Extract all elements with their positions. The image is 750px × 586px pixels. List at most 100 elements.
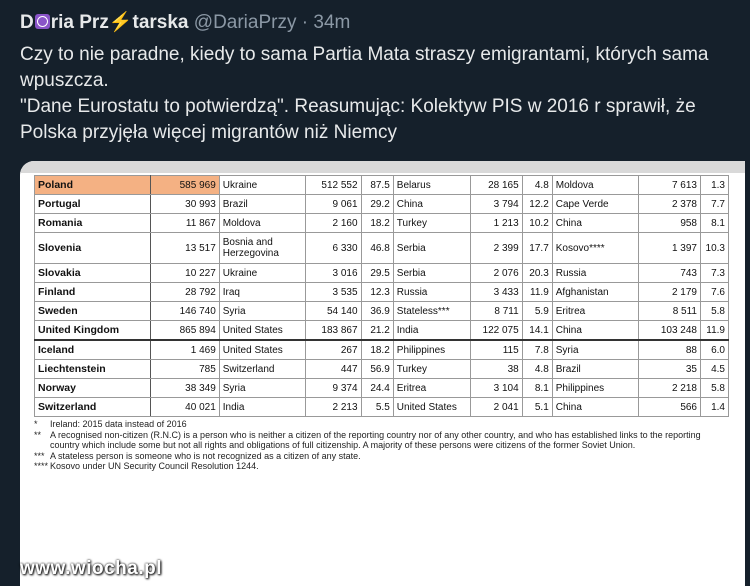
origin-3-cell: Brazil bbox=[551, 359, 639, 379]
count-3-cell: 8 511 bbox=[637, 301, 702, 321]
count-2-cell: 3 104 bbox=[470, 378, 523, 398]
footnote-mark: ** bbox=[34, 429, 42, 440]
origin-2-cell: Serbia bbox=[392, 232, 472, 264]
count-3-cell: 743 bbox=[637, 263, 702, 283]
footnote-mark: **** bbox=[34, 461, 49, 471]
footnote-text: Kosovo under UN Security Council Resolut… bbox=[50, 461, 259, 471]
country-cell: Iceland bbox=[33, 339, 152, 360]
pct-3-cell: 4.5 bbox=[700, 359, 729, 379]
pct-2-cell: 14.1 bbox=[521, 320, 553, 341]
origin-1-cell: Syria bbox=[218, 378, 306, 398]
count-1-cell: 183 867 bbox=[304, 320, 362, 341]
count-2-cell: 2 399 bbox=[470, 232, 523, 264]
pct-2-cell: 7.8 bbox=[521, 339, 553, 360]
separator-dot: · bbox=[301, 12, 309, 33]
footnote: ** A recognised non-citizen (R.N.C) is a … bbox=[34, 430, 724, 451]
origin-2-cell: Belarus bbox=[392, 175, 472, 195]
pct-3-cell: 6.0 bbox=[700, 339, 729, 360]
table-row: Sweden 146 740 Syria 54 140 36.9 Stateless***… bbox=[33, 301, 729, 321]
pct-2-cell: 8.1 bbox=[521, 378, 553, 398]
origin-1-cell: Iraq bbox=[218, 282, 306, 302]
origin-3-cell: Philippines bbox=[551, 378, 639, 398]
total-cell: 40 021 bbox=[150, 397, 220, 417]
table-row: Romania 11 867 Moldova 2 160 18.2 Turkey 1 213… bbox=[33, 213, 729, 233]
count-1-cell: 54 140 bbox=[304, 301, 362, 321]
count-2-cell: 115 bbox=[470, 339, 523, 360]
pct-3-cell: 5.8 bbox=[700, 378, 729, 398]
pct-3-cell: 7.6 bbox=[700, 282, 729, 302]
total-cell: 13 517 bbox=[150, 232, 220, 264]
footnote-text: A stateless person is someone who is not… bbox=[50, 450, 361, 461]
origin-3-cell: Kosovo**** bbox=[551, 232, 639, 264]
country-cell: Sweden bbox=[33, 301, 152, 321]
origin-3-cell: Eritrea bbox=[551, 301, 639, 321]
migration-table: Poland 585 969 Ukraine 512 552 87.5 Belarus 28… bbox=[33, 175, 729, 417]
count-2-cell: 2 041 bbox=[470, 397, 523, 417]
count-1-cell: 9 061 bbox=[304, 194, 362, 214]
country-cell: Liechtenstein bbox=[33, 359, 152, 379]
count-1-cell: 267 bbox=[304, 339, 362, 360]
footnote: **** Kosovo under UN Security Council Res… bbox=[34, 461, 724, 472]
tweet-image[interactable]: Poland 585 969 Ukraine 512 552 87.5 Belarus 28… bbox=[20, 161, 745, 586]
count-3-cell: 1 397 bbox=[637, 232, 702, 264]
pct-3-cell: 10.3 bbox=[700, 232, 729, 264]
count-3-cell: 88 bbox=[637, 339, 702, 360]
table-row: Liechtenstein 785 Switzerland 447 56.9 Turkey… bbox=[33, 359, 729, 379]
table-row: Iceland 1 469 United States 267 18.2 Philippi… bbox=[33, 339, 729, 360]
total-cell: 146 740 bbox=[150, 301, 220, 321]
count-1-cell: 6 330 bbox=[304, 232, 362, 264]
timestamp[interactable]: 34m bbox=[313, 12, 351, 33]
pct-1-cell: 87.5 bbox=[360, 175, 394, 195]
pct-1-cell: 36.9 bbox=[360, 301, 394, 321]
pct-1-cell: 21.2 bbox=[360, 320, 394, 341]
count-1-cell: 3 535 bbox=[304, 282, 362, 302]
count-2-cell: 38 bbox=[470, 359, 523, 379]
pct-2-cell: 10.2 bbox=[521, 213, 553, 233]
origin-3-cell: China bbox=[551, 213, 639, 233]
cropped-header-strip bbox=[20, 161, 745, 173]
pct-1-cell: 18.2 bbox=[360, 213, 394, 233]
country-cell: Slovakia bbox=[33, 263, 152, 283]
total-cell: 30 993 bbox=[150, 194, 220, 214]
count-3-cell: 2 378 bbox=[637, 194, 702, 214]
pct-2-cell: 4.8 bbox=[521, 175, 553, 195]
pct-1-cell: 46.8 bbox=[360, 232, 394, 264]
origin-3-cell: China bbox=[551, 397, 639, 417]
count-1-cell: 512 552 bbox=[304, 175, 362, 195]
total-cell: 11 867 bbox=[150, 213, 220, 233]
pct-1-cell: 29.2 bbox=[360, 194, 394, 214]
table-footnotes: * Ireland: 2015 data instead of 2016 ** A r… bbox=[34, 419, 724, 472]
footnote-text: A recognised non-citizen (R.N.C) is a pe… bbox=[50, 429, 701, 451]
origin-1-cell: Moldova bbox=[218, 213, 306, 233]
peace-symbol-icon bbox=[34, 14, 50, 29]
tweet-line: Czy to nie paradne, kiedy to sama Partia… bbox=[20, 44, 709, 91]
pct-1-cell: 18.2 bbox=[360, 339, 394, 360]
count-3-cell: 566 bbox=[637, 397, 702, 417]
pct-2-cell: 4.8 bbox=[521, 359, 553, 379]
origin-1-cell: United States bbox=[218, 320, 306, 341]
pct-1-cell: 12.3 bbox=[360, 282, 394, 302]
table-row: Poland 585 969 Ukraine 512 552 87.5 Belarus 28… bbox=[33, 175, 729, 195]
count-1-cell: 2 213 bbox=[304, 397, 362, 417]
pct-3-cell: 11.9 bbox=[700, 320, 729, 341]
watermark: www.wiocha.pl bbox=[20, 558, 162, 579]
count-1-cell: 2 160 bbox=[304, 213, 362, 233]
footnote-text: Ireland: 2015 data instead of 2016 bbox=[50, 419, 187, 429]
footnote-mark: * bbox=[34, 419, 38, 429]
origin-1-cell: Ukraine bbox=[218, 263, 306, 283]
count-3-cell: 7 613 bbox=[637, 175, 702, 195]
origin-3-cell: Russia bbox=[551, 263, 639, 283]
count-2-cell: 28 165 bbox=[470, 175, 523, 195]
origin-2-cell: Serbia bbox=[392, 263, 472, 283]
pct-3-cell: 7.7 bbox=[700, 194, 729, 214]
count-3-cell: 2 179 bbox=[637, 282, 702, 302]
origin-2-cell: United States bbox=[392, 397, 472, 417]
origin-1-cell: Brazil bbox=[218, 194, 306, 214]
origin-2-cell: Stateless*** bbox=[392, 301, 472, 321]
count-2-cell: 122 075 bbox=[470, 320, 523, 341]
user-handle[interactable]: @DariaPrzy bbox=[193, 12, 297, 33]
total-cell: 1 469 bbox=[150, 339, 220, 360]
origin-2-cell: Turkey bbox=[392, 359, 472, 379]
